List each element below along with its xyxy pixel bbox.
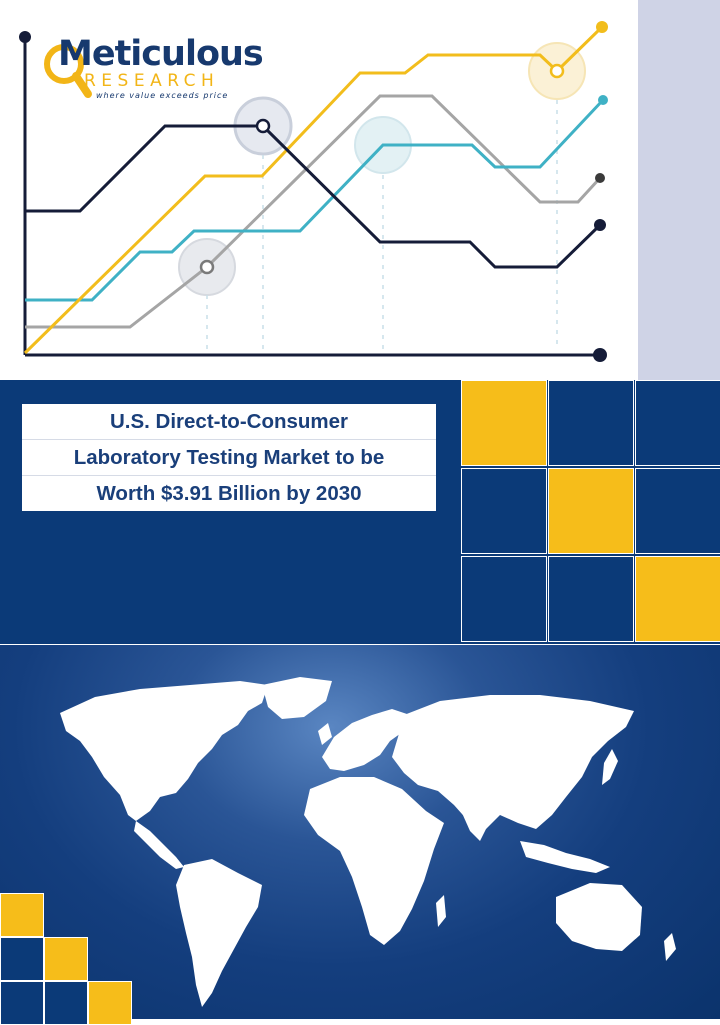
highlight-marker xyxy=(199,259,215,275)
checker-grid xyxy=(460,380,720,644)
yellow-trend-line xyxy=(23,25,604,355)
teal-trend-line xyxy=(25,98,605,302)
continent-madagascar xyxy=(436,895,446,927)
report-title-line: Laboratory Testing Market to be xyxy=(22,440,436,476)
teal-line-end-dot xyxy=(598,95,608,105)
magnifier-icon xyxy=(44,44,92,98)
guide-lines xyxy=(206,100,558,350)
highlight-marker xyxy=(549,63,565,79)
report-title-line: U.S. Direct-to-Consumer xyxy=(22,404,436,440)
continent-africa xyxy=(304,777,444,945)
continent-japan xyxy=(602,749,618,785)
cover-graphic-section: Meticulous RESEARCH where value exceeds … xyxy=(0,0,720,380)
report-title-box: U.S. Direct-to-Consumer Laboratory Testi… xyxy=(22,404,436,511)
highlight-marker xyxy=(255,118,271,134)
gray-trend-line xyxy=(25,94,602,329)
dark-line-end-dot xyxy=(594,219,606,231)
grid-tile xyxy=(461,556,547,642)
continent-india xyxy=(458,797,490,841)
corner-tile-yellow xyxy=(0,893,44,937)
report-title-line: Worth $3.91 Billion by 2030 xyxy=(96,482,362,505)
grid-tile-yellow xyxy=(635,556,720,642)
continent-islands xyxy=(520,841,610,873)
continent-south-america xyxy=(176,859,262,1007)
grid-tile xyxy=(548,380,634,466)
continent-australia xyxy=(556,883,642,951)
brand-name: Meticulous xyxy=(58,34,264,74)
continent-north-america xyxy=(60,681,268,821)
brand-tagline: where value exceeds price xyxy=(96,91,229,100)
continent-europe xyxy=(322,709,410,771)
grid-tile xyxy=(635,380,720,466)
corner-tile-yellow xyxy=(88,981,132,1025)
side-panel xyxy=(638,0,720,380)
continent-greenland xyxy=(262,677,332,719)
title-section: U.S. Direct-to-Consumer Laboratory Testi… xyxy=(0,380,720,644)
yellow-line-end-dot xyxy=(596,21,608,33)
gray-line-end-dot xyxy=(595,173,605,183)
decorative-line-graphic xyxy=(19,21,608,362)
continent-new-zealand xyxy=(664,933,676,961)
axis-end-dot xyxy=(593,348,607,362)
corner-tile xyxy=(0,981,44,1025)
continent-uk xyxy=(318,723,332,745)
brand-logo: Meticulous RESEARCH where value exceeds … xyxy=(40,30,264,105)
continent-central-america xyxy=(134,821,184,869)
world-map-section xyxy=(0,644,720,1025)
grid-tile xyxy=(548,556,634,642)
grid-tile-yellow xyxy=(548,468,634,554)
corner-tile xyxy=(0,937,44,981)
grid-tile xyxy=(461,468,547,554)
corner-tile xyxy=(44,981,88,1025)
axis-end-dot xyxy=(19,31,31,43)
grid-tile-yellow xyxy=(461,380,547,466)
continent-asia xyxy=(392,695,634,829)
world-map-icon xyxy=(60,677,676,1007)
corner-tile-yellow xyxy=(44,937,88,981)
dark-trend-line xyxy=(25,124,602,269)
brand-subname: RESEARCH xyxy=(84,71,220,91)
grid-tile xyxy=(635,468,720,554)
